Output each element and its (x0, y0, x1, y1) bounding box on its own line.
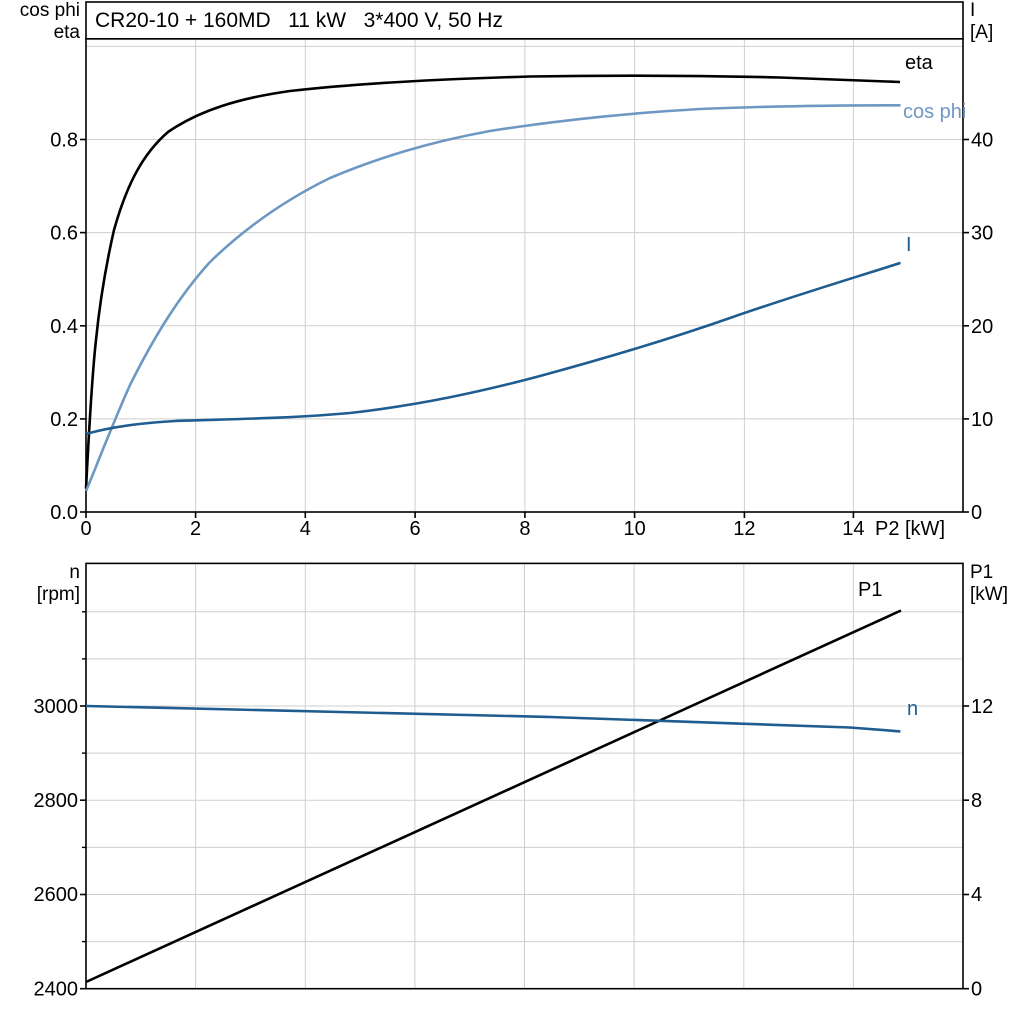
svg-text:20: 20 (971, 316, 993, 338)
svg-text:P1: P1 (858, 579, 882, 601)
svg-text:6: 6 (410, 518, 421, 540)
svg-text:CR20-10 + 160MD 11 kW 3*40: CR20-10 + 160MD 11 kW 3*400 V, 50 Hz (95, 9, 503, 32)
svg-text:n: n (907, 698, 918, 720)
svg-text:0.2: 0.2 (50, 409, 78, 431)
svg-text:n: n (69, 562, 80, 583)
svg-text:2600: 2600 (34, 884, 79, 906)
svg-text:eta: eta (905, 52, 934, 74)
svg-text:2800: 2800 (34, 790, 79, 812)
svg-text:P2 [kW]: P2 [kW] (875, 518, 945, 540)
svg-text:0: 0 (971, 502, 982, 524)
svg-text:4: 4 (971, 884, 982, 906)
svg-text:I: I (906, 234, 912, 256)
svg-text:12: 12 (733, 518, 755, 540)
svg-text:4: 4 (300, 518, 311, 540)
svg-text:[rpm]: [rpm] (37, 584, 80, 605)
svg-text:12: 12 (971, 696, 993, 718)
svg-text:cos phi: cos phi (20, 0, 80, 21)
svg-text:10: 10 (971, 409, 993, 431)
svg-text:cos phi: cos phi (903, 101, 966, 123)
svg-text:[A]: [A] (970, 22, 993, 43)
svg-text:I: I (970, 0, 975, 21)
svg-text:eta: eta (54, 22, 81, 43)
svg-text:2: 2 (190, 518, 201, 540)
svg-text:40: 40 (971, 130, 993, 152)
svg-text:0.4: 0.4 (50, 316, 78, 338)
svg-text:0.6: 0.6 (50, 223, 78, 245)
svg-text:2400: 2400 (34, 979, 79, 1001)
svg-text:8: 8 (519, 518, 530, 540)
svg-text:10: 10 (623, 518, 645, 540)
svg-text:14: 14 (842, 518, 864, 540)
svg-text:0: 0 (80, 518, 91, 540)
svg-text:[kW]: [kW] (970, 584, 1008, 605)
svg-text:0.8: 0.8 (50, 130, 78, 152)
svg-text:30: 30 (971, 223, 993, 245)
svg-text:3000: 3000 (34, 696, 79, 718)
svg-text:0: 0 (971, 979, 982, 1001)
svg-text:0.0: 0.0 (50, 502, 78, 524)
svg-text:P1: P1 (970, 562, 993, 583)
svg-text:8: 8 (971, 790, 982, 812)
